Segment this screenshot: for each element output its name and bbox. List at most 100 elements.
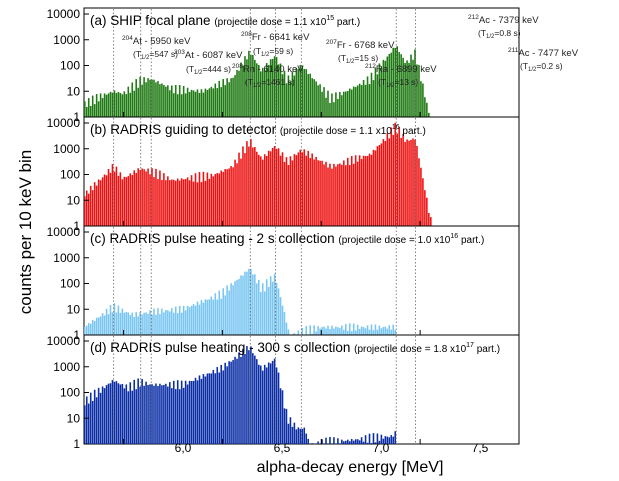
histogram-bar: [295, 68, 298, 117]
histogram-bar: [323, 164, 325, 226]
histogram-bar: [143, 312, 145, 335]
histogram-bar: [167, 310, 169, 335]
histogram-bar: [345, 91, 347, 117]
histogram-bar: [161, 83, 163, 117]
histogram-bar: [368, 329, 371, 335]
histogram-bar: [275, 57, 278, 117]
histogram-bar: [321, 439, 323, 444]
histogram-bar: [258, 279, 260, 335]
histogram-bar: [420, 167, 422, 226]
histogram-bar: [343, 160, 345, 226]
y-tick-label: 1000: [53, 251, 80, 265]
histogram-bar: [145, 381, 147, 444]
histogram-bar: [277, 64, 280, 117]
histogram-bar: [159, 314, 161, 335]
histogram-bar: [250, 139, 252, 226]
histogram-bar: [192, 181, 195, 226]
histogram-bar: [418, 64, 420, 117]
histogram-bar: [311, 333, 313, 335]
histogram-bar: [261, 370, 264, 444]
histogram-bar: [182, 85, 185, 117]
histogram-bar: [198, 304, 201, 335]
histogram-bar: [218, 290, 221, 335]
histogram-bar: [214, 174, 217, 226]
histogram-bar: [238, 278, 240, 335]
histogram-bar: [394, 329, 397, 335]
histogram-bar: [163, 312, 165, 335]
y-tick-label: 10000: [47, 334, 81, 348]
histogram-bar: [358, 83, 361, 117]
histogram-bar: [151, 314, 153, 335]
histogram-bar: [285, 322, 288, 335]
isotope-label: 212Ac - 7379 keV: [468, 14, 539, 26]
histogram-bar: [218, 80, 221, 117]
histogram-bar: [145, 82, 147, 117]
histogram-bar: [354, 155, 357, 226]
histogram-bar: [331, 93, 333, 117]
histogram-bar: [109, 172, 112, 226]
histogram-bar: [167, 176, 169, 226]
histogram-bar: [149, 310, 151, 335]
histogram-bar: [242, 65, 244, 117]
histogram-bar: [360, 326, 363, 335]
histogram-bar: [218, 173, 221, 226]
histogram-bar: [93, 389, 96, 444]
histogram-bar: [192, 304, 195, 335]
histogram-bar: [362, 155, 365, 226]
histogram-bar: [307, 74, 310, 117]
histogram-bar: [121, 308, 124, 335]
histogram-bar: [143, 385, 145, 444]
histogram-bars: [84, 268, 397, 335]
histogram-bar: [141, 168, 143, 226]
histogram-bar: [390, 127, 393, 226]
histogram-bar: [394, 122, 397, 226]
histogram-bar: [372, 149, 375, 226]
histogram-bar: [84, 326, 86, 335]
histogram-bar: [343, 91, 345, 117]
histogram-bar: [303, 149, 306, 226]
histogram-bar: [208, 88, 211, 117]
histogram-bar: [380, 328, 383, 335]
histogram-bar: [220, 364, 223, 444]
histogram-bar: [291, 426, 294, 444]
histogram-bar: [246, 271, 248, 335]
histogram-bar: [200, 182, 203, 226]
halflife-label: (T1/2=59 s): [253, 46, 293, 58]
x-tick-label: 6,0: [175, 441, 192, 455]
histogram-bar: [305, 326, 308, 335]
histogram-bar: [153, 308, 155, 335]
histogram-bar: [386, 56, 389, 117]
histogram-bar: [345, 324, 347, 335]
histogram-bar: [97, 387, 100, 444]
histogram-bar: [315, 331, 317, 335]
histogram-bar: [248, 50, 250, 117]
histogram-bar: [297, 69, 300, 117]
histogram-bar: [319, 160, 321, 226]
histogram-bar: [230, 166, 232, 226]
histogram-bar: [295, 155, 298, 226]
histogram-bar: [372, 330, 375, 335]
histogram-bar: [327, 325, 329, 335]
histogram-bar: [313, 159, 315, 226]
histogram-bar: [252, 147, 254, 226]
histogram-bar: [109, 383, 112, 444]
histogram-bar: [390, 52, 393, 118]
histogram-bar: [95, 317, 98, 335]
histogram-bar: [149, 79, 151, 117]
histogram-bar: [192, 380, 195, 444]
histogram-bar: [176, 313, 179, 335]
histogram-bar: [200, 378, 203, 444]
histogram-bar: [275, 282, 278, 335]
histogram-bar: [258, 154, 260, 226]
histogram-bar: [123, 388, 126, 444]
histogram-bar: [360, 158, 363, 226]
histogram-bar: [165, 86, 167, 117]
histogram-bar: [232, 77, 234, 117]
histogram-bar: [163, 85, 165, 117]
histogram-bar: [366, 442, 369, 444]
histogram-bar: [238, 352, 240, 444]
histogram-bar: [356, 161, 359, 226]
histogram-bar: [258, 64, 260, 117]
histogram-bar: [396, 46, 398, 118]
histogram-bar: [210, 373, 213, 444]
